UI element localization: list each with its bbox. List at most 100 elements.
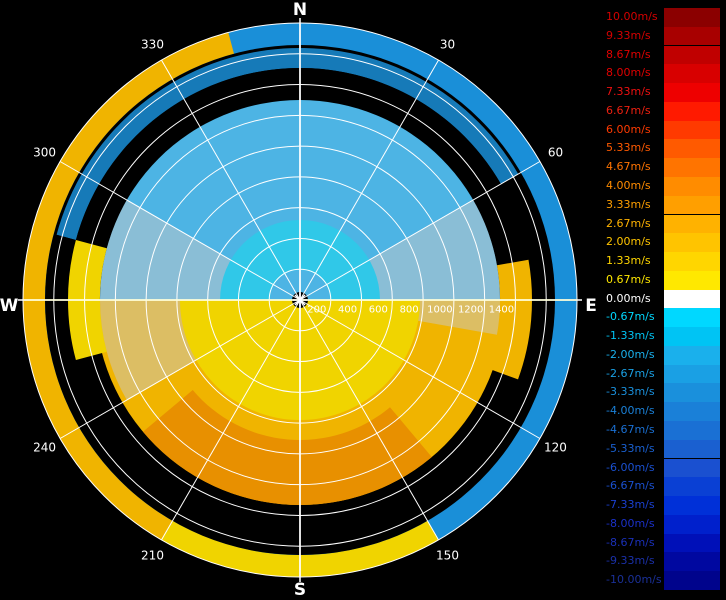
legend-row: 7.33m/s	[604, 83, 720, 102]
legend-label: 4.00m/s	[606, 178, 651, 192]
azimuth-spoke	[299, 161, 541, 301]
legend-label: -8.00m/s	[606, 516, 655, 530]
legend-row: -4.67m/s	[604, 421, 720, 440]
legend-label: -7.33m/s	[606, 498, 655, 512]
azimuth-spoke	[161, 59, 301, 301]
range-labels: 200 400 600 800 1000 1200 1400	[307, 305, 514, 316]
legend-swatch	[664, 83, 720, 102]
legend-row: -5.33m/s	[604, 439, 720, 459]
legend-label: 8.67m/s	[606, 47, 651, 61]
legend-label: -0.67m/s	[606, 310, 655, 324]
legend-label: 6.67m/s	[606, 103, 651, 117]
legend-label: 9.33m/s	[606, 28, 651, 42]
range-label: 200	[307, 305, 326, 316]
range-label: 600	[369, 305, 388, 316]
range-label: 1200	[458, 305, 483, 316]
legend-label: 2.67m/s	[606, 216, 651, 230]
legend-swatch	[664, 289, 720, 309]
azimuth-label: 60	[548, 146, 563, 160]
legend-label: -3.33m/s	[606, 385, 655, 399]
legend-row: -10.00m/s	[604, 571, 720, 590]
legend-row: 0.00m/s	[604, 289, 720, 309]
legend-swatch	[664, 514, 720, 534]
legend-swatch	[664, 8, 720, 27]
legend-row: 4.00m/s	[604, 176, 720, 196]
range-label: 1000	[427, 305, 452, 316]
compass-west-label: W	[0, 296, 19, 316]
legend-label: -4.00m/s	[606, 404, 655, 418]
range-label: 800	[400, 305, 419, 316]
legend-swatch	[664, 101, 720, 121]
outer-ring-south-edge	[161, 520, 439, 578]
legend-swatch	[664, 139, 720, 159]
radar-center-marker	[293, 293, 307, 307]
legend-swatch	[664, 402, 720, 421]
legend-row: -9.33m/s	[604, 552, 720, 572]
legend-label: -2.00m/s	[606, 347, 655, 361]
compass-east-label: E	[585, 296, 597, 316]
legend-row: -1.33m/s	[604, 327, 720, 346]
compass-north-label: N	[293, 0, 307, 20]
legend-label: -10.00m/s	[606, 573, 662, 587]
legend-swatch	[664, 477, 720, 497]
legend-label: 4.67m/s	[606, 160, 651, 174]
legend-label: -1.33m/s	[606, 329, 655, 343]
legend-swatch	[664, 458, 720, 478]
legend-label: -2.67m/s	[606, 366, 655, 380]
legend-label: -4.67m/s	[606, 423, 655, 437]
legend-row: -6.00m/s	[604, 458, 720, 478]
legend-label: -9.33m/s	[606, 554, 655, 568]
legend-row: 8.67m/s	[604, 45, 720, 65]
legend-row: -3.33m/s	[604, 383, 720, 403]
legend-row: 2.67m/s	[604, 214, 720, 234]
legend-swatch	[664, 214, 720, 234]
legend-swatch	[664, 345, 720, 365]
azimuth-labels: 30 60 120 150 210 240 300 330	[33, 38, 567, 563]
legend-row: 0.67m/s	[604, 270, 720, 290]
legend-row: 6.67m/s	[604, 101, 720, 121]
legend-swatch	[664, 383, 720, 403]
azimuth-label: 330	[141, 38, 164, 52]
south-field-edge	[142, 389, 432, 505]
azimuth-label: 300	[33, 146, 56, 160]
legend-label: 7.33m/s	[606, 85, 651, 99]
legend-row: -2.00m/s	[604, 345, 720, 365]
azimuth-label: 120	[544, 441, 567, 455]
legend-label: 3.33m/s	[606, 197, 651, 211]
legend-swatch	[664, 233, 720, 252]
legend-row: 6.00m/s	[604, 120, 720, 140]
legend-swatch	[664, 120, 720, 140]
azimuth-label: 30	[440, 38, 455, 52]
azimuth-spoke	[299, 59, 439, 301]
legend-swatch	[664, 252, 720, 271]
legend-swatch	[664, 158, 720, 177]
legend-label: -6.67m/s	[606, 479, 655, 493]
legend-swatch	[664, 552, 720, 572]
legend-row: -2.67m/s	[604, 364, 720, 384]
range-label: 1400	[489, 305, 514, 316]
legend-swatch	[664, 176, 720, 196]
azimuth-spoke	[59, 299, 301, 439]
legend-label: -8.67m/s	[606, 535, 655, 549]
legend-swatch	[664, 327, 720, 346]
legend-label: 0.00m/s	[606, 291, 651, 305]
legend-label: 2.00m/s	[606, 235, 651, 249]
legend-swatch	[664, 439, 720, 459]
legend-row: 3.33m/s	[604, 195, 720, 215]
legend-row: -7.33m/s	[604, 496, 720, 515]
azimuth-label: 150	[436, 548, 459, 562]
legend-label: 8.00m/s	[606, 66, 651, 80]
legend-swatch	[664, 45, 720, 65]
color-scale-legend: 10.00m/s 9.33m/s 8.67m/s 8.00m/s 7.33m/s 6.67…	[604, 8, 720, 590]
range-label: 400	[338, 305, 357, 316]
compass-south-label: S	[294, 580, 306, 600]
radar-velocity-ppi: N E S W 30 60 120 150 210 240 300 330 200 400 600…	[0, 0, 597, 600]
azimuth-spoke	[59, 161, 301, 301]
outer-ring-south	[23, 32, 235, 568]
legend-swatch	[664, 421, 720, 440]
legend-row: 5.33m/s	[604, 139, 720, 159]
azimuth-spoke	[299, 299, 541, 439]
legend-label: 10.00m/s	[606, 10, 658, 23]
legend-swatch	[664, 26, 720, 46]
azimuth-label: 210	[141, 548, 164, 562]
